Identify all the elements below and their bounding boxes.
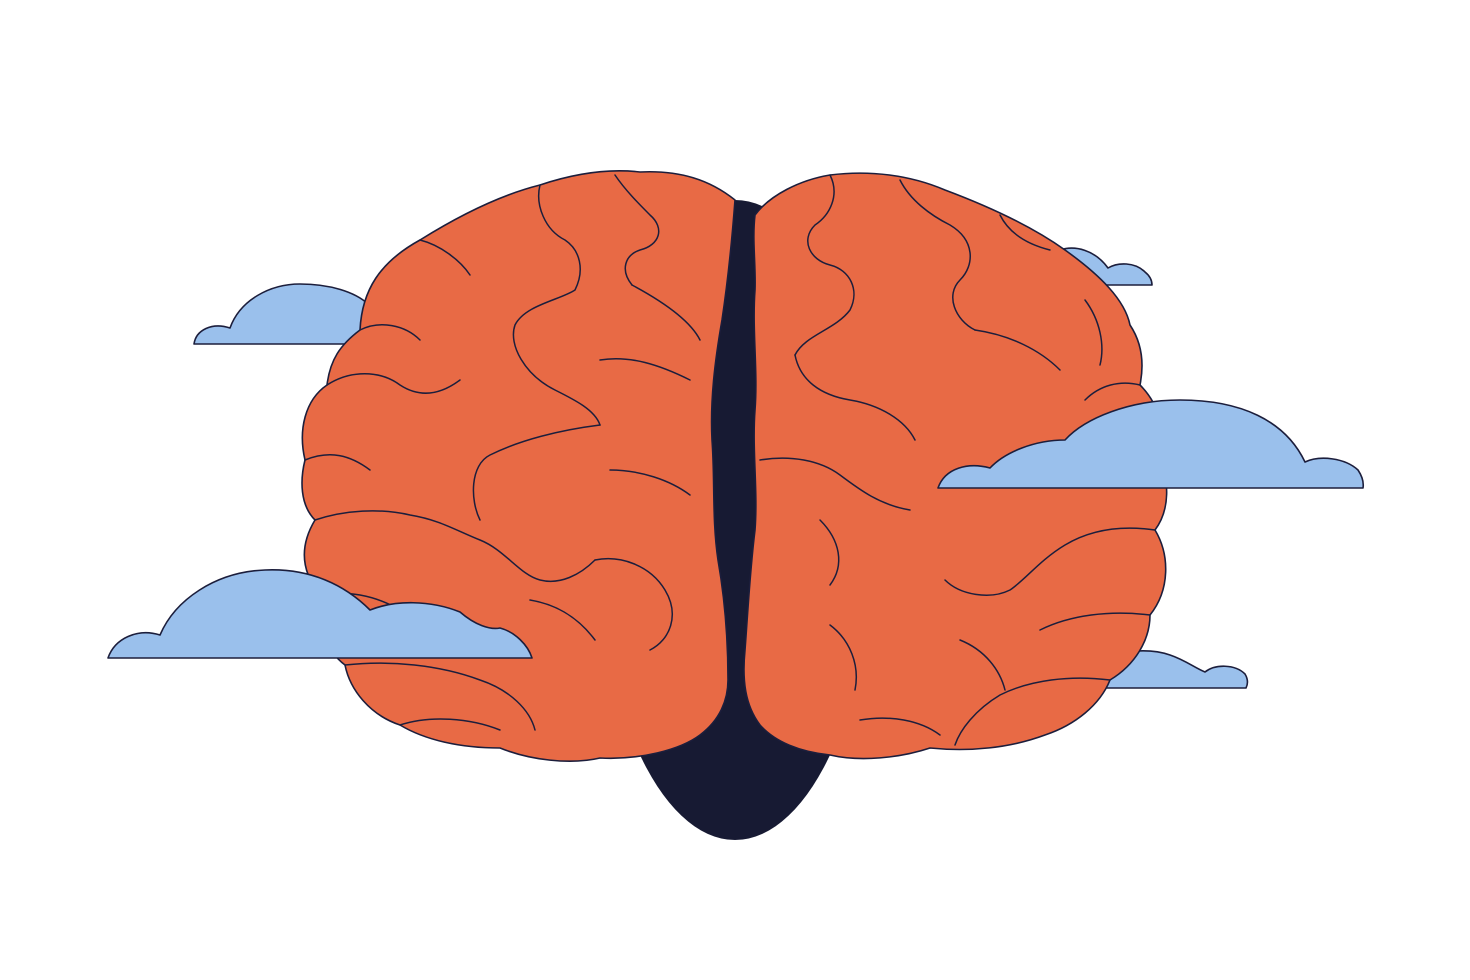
cloud-icon (107, 569, 533, 659)
brain-icon (743, 172, 1168, 760)
left-hemisphere (301, 170, 736, 762)
brain-icon (301, 170, 736, 762)
cloud-icon (193, 283, 369, 345)
cloud-icon (1099, 650, 1249, 689)
cloud-icon (937, 399, 1365, 489)
left-folds (304, 174, 701, 731)
right-folds (759, 174, 1159, 746)
